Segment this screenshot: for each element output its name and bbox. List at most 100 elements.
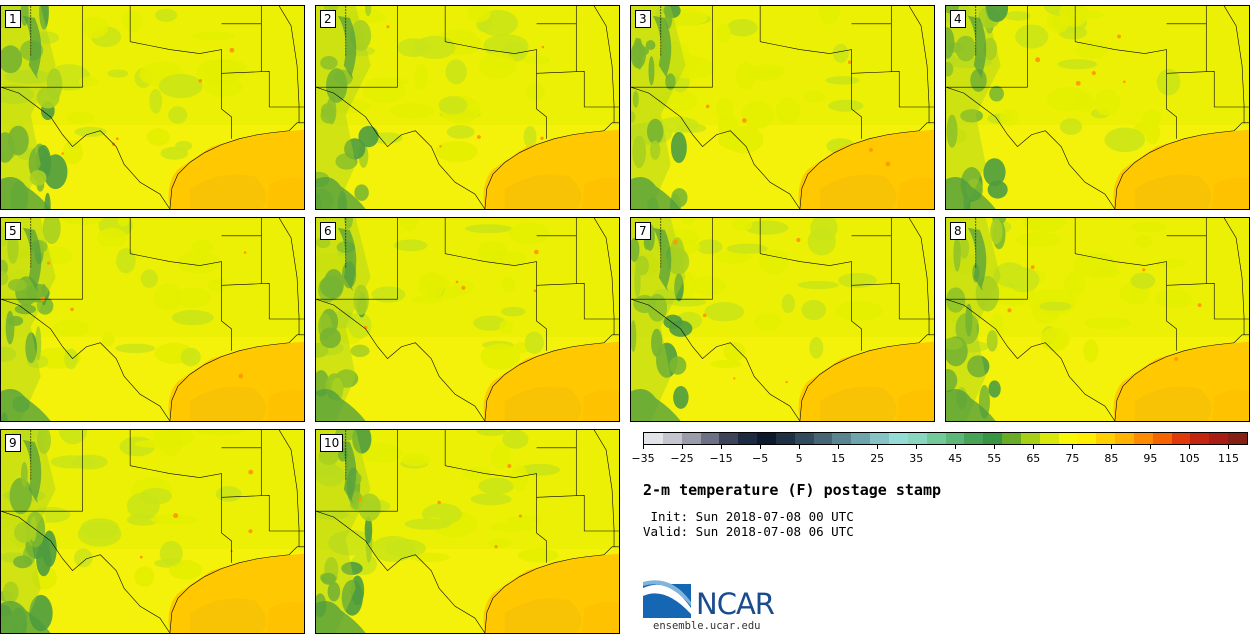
temperature-map xyxy=(316,430,619,633)
member-map-panel: 4 xyxy=(945,5,1250,210)
temperature-map xyxy=(1,430,304,633)
member-map-panel: 3 xyxy=(630,5,935,210)
colorbar-tick-label: 75 xyxy=(1065,452,1080,465)
member-map-panel: 7 xyxy=(630,217,935,422)
colorbar-tick xyxy=(877,445,879,449)
colorbar-swatch xyxy=(794,433,814,444)
colorbar-swatch xyxy=(907,433,927,444)
colorbar-swatch xyxy=(1039,433,1059,444)
member-map-panel: 8 xyxy=(945,217,1250,422)
temperature-map xyxy=(1,218,304,421)
member-number-label: 9 xyxy=(5,434,21,452)
ncar-logo-text: NCAR xyxy=(696,587,775,621)
colorbar-swatch xyxy=(738,433,758,444)
member-map-panel: 10 xyxy=(315,429,620,634)
colorbar-swatch xyxy=(983,433,1003,444)
temperature-map xyxy=(1,6,304,209)
member-map-panel: 9 xyxy=(0,429,305,634)
colorbar-swatch xyxy=(775,433,795,444)
colorbar-swatch xyxy=(757,433,776,444)
colorbar-swatch xyxy=(1152,433,1172,444)
colorbar-swatch xyxy=(926,433,946,444)
colorbar-tick xyxy=(721,445,723,449)
colorbar-swatch xyxy=(1020,433,1040,444)
colorbar-tick-label: 85 xyxy=(1104,452,1119,465)
colorbar-swatch xyxy=(1096,433,1116,444)
colorbar-tick xyxy=(994,445,996,449)
member-map-panel: 6 xyxy=(315,217,620,422)
colorbar-tick-label: 115 xyxy=(1217,452,1239,465)
colorbar-tick xyxy=(1150,445,1152,449)
temperature-colorbar xyxy=(643,432,1248,445)
colorbar-swatch xyxy=(719,433,739,444)
colorbar-swatch xyxy=(1058,433,1078,444)
colorbar-tick xyxy=(643,445,644,449)
ncar-logo-icon xyxy=(643,580,691,618)
colorbar-swatch xyxy=(870,433,889,444)
colorbar-tick xyxy=(682,445,684,449)
colorbar-swatch xyxy=(1171,433,1191,444)
valid-time: Valid: Sun 2018-07-08 06 UTC xyxy=(643,524,854,539)
colorbar-swatch xyxy=(888,433,908,444)
member-number-label: 4 xyxy=(950,10,966,28)
member-number-label: 8 xyxy=(950,222,966,240)
colorbar-swatch xyxy=(1115,433,1134,444)
colorbar-swatch xyxy=(700,433,720,444)
temperature-map xyxy=(946,6,1249,209)
colorbar-tick xyxy=(760,445,762,449)
colorbar-tick-label: 55 xyxy=(987,452,1002,465)
colorbar-swatch xyxy=(832,433,852,444)
colorbar-tick-label: −5 xyxy=(751,452,769,465)
chart-title: 2-m temperature (F) postage stamp xyxy=(643,481,942,499)
colorbar-tick xyxy=(799,445,801,449)
colorbar-swatch xyxy=(1190,433,1210,444)
init-time: Init: Sun 2018-07-08 00 UTC xyxy=(643,509,854,524)
colorbar-tick-label: 105 xyxy=(1178,452,1200,465)
colorbar-swatch xyxy=(1133,433,1153,444)
colorbar-tick-label: −35 xyxy=(631,452,655,465)
member-number-label: 3 xyxy=(635,10,651,28)
temperature-map xyxy=(316,218,619,421)
temperature-map xyxy=(316,6,619,209)
colorbar-tick-label: 65 xyxy=(1026,452,1041,465)
colorbar-tick xyxy=(838,445,840,449)
colorbar-swatch xyxy=(1209,433,1229,444)
member-map-panel: 5 xyxy=(0,217,305,422)
colorbar-tick-label: −15 xyxy=(709,452,733,465)
colorbar-tick xyxy=(916,445,918,449)
colorbar-swatch xyxy=(1228,433,1247,444)
colorbar-swatch xyxy=(813,433,833,444)
colorbar-tick-label: 25 xyxy=(870,452,885,465)
member-number-label: 6 xyxy=(320,222,336,240)
member-map-panel: 2 xyxy=(315,5,620,210)
member-number-label: 5 xyxy=(5,222,21,240)
temperature-map xyxy=(631,6,934,209)
colorbar-ticks: −35 −25 −15 −5 5 15 25 35 45 55 65 75 85 95 105 115 xyxy=(631,445,1248,465)
colorbar-swatch xyxy=(964,433,984,444)
colorbar-tick-label: −25 xyxy=(670,452,694,465)
colorbar-tick xyxy=(1033,445,1035,449)
site-url: ensemble.ucar.edu xyxy=(653,620,761,632)
member-number-label: 2 xyxy=(320,10,336,28)
colorbar-swatch xyxy=(681,433,701,444)
colorbar-tick xyxy=(1228,445,1230,449)
colorbar-tick xyxy=(1189,445,1191,449)
colorbar-tick-label: 35 xyxy=(909,452,924,465)
colorbar-swatch xyxy=(945,433,965,444)
member-map-panel: 1 xyxy=(0,5,305,210)
colorbar-swatch xyxy=(1002,433,1021,444)
colorbar-swatch xyxy=(644,433,663,444)
colorbar-tick xyxy=(1072,445,1074,449)
temperature-map xyxy=(631,218,934,421)
colorbar-tick-label: 5 xyxy=(795,452,803,465)
colorbar-swatch xyxy=(851,433,871,444)
colorbar-tick-label: 45 xyxy=(948,452,963,465)
colorbar-tick-label: 95 xyxy=(1143,452,1158,465)
colorbar-swatch xyxy=(1077,433,1097,444)
temperature-map xyxy=(946,218,1249,421)
colorbar-swatch xyxy=(662,433,682,444)
colorbar-tick xyxy=(1111,445,1113,449)
member-number-label: 7 xyxy=(635,222,651,240)
colorbar-tick xyxy=(955,445,957,449)
member-number-label: 1 xyxy=(5,10,21,28)
